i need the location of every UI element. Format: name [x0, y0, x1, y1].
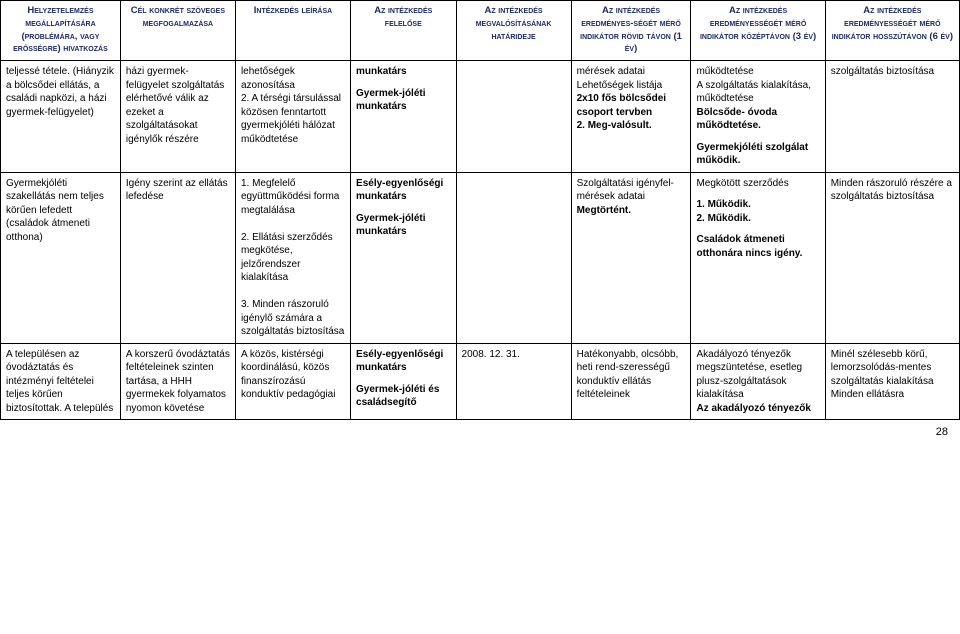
col-header: Az intézkedés eredményes-ségét mérő indi…: [571, 1, 691, 61]
cell: Igény szerint az ellátás lefedése: [120, 172, 235, 343]
cell-line: [356, 204, 450, 212]
cell-line: Szolgáltatási igényfel-mérések adatai: [577, 177, 686, 204]
cell-line: [696, 190, 819, 198]
table-row: teljessé tétele. (Hiányzik a bölcsődei e…: [1, 61, 960, 173]
cell-line: 2. Meg-valósult.: [577, 119, 686, 133]
cell: A korszerű óvodáztatás feltételeinek szi…: [120, 343, 235, 420]
cell: Gyermekjóléti szakellátás nem teljes kör…: [1, 172, 121, 343]
cell: teljessé tétele. (Hiányzik a bölcsődei e…: [1, 61, 121, 173]
cell: A településen az óvodáztatás és intézmén…: [1, 343, 121, 420]
cell: Esély-egyenlőségi munkatárs Gyermek-jólé…: [351, 172, 456, 343]
cell-line: Hatékonyabb, olcsóbb, heti rend-szeressé…: [577, 348, 686, 402]
cell-line: Gyermek-jóléti munkatárs: [356, 212, 450, 239]
col-header: Helyzetelemzés megállapítására (problémá…: [1, 1, 121, 61]
cell-line: Akadályozó tényezők megszüntetése, esetl…: [696, 348, 819, 402]
cell-line: Lehetőségek listája: [577, 79, 686, 93]
cell-line: [356, 375, 450, 383]
cell-line: 2. Működik.: [696, 212, 819, 226]
cell: [456, 172, 571, 343]
cell-line: Gyermek-jóléti munkatárs: [356, 87, 450, 114]
cell-line: A szolgáltatás kialakítása, működtetése: [696, 79, 819, 106]
cell: Akadályozó tényezők megszüntetése, esetl…: [691, 343, 825, 420]
cell-line: 2x10 fős bölcsődei csoport tervben: [577, 92, 686, 119]
header-row: Helyzetelemzés megállapítására (problémá…: [1, 1, 960, 61]
cell-line: Esély-egyenlőségi munkatárs: [356, 177, 450, 204]
cell-line: Gyermekjóléti szolgálat működik.: [696, 141, 819, 168]
cell: 2008. 12. 31.: [456, 343, 571, 420]
cell: 1. Megfelelő együttműködési forma megtal…: [235, 172, 350, 343]
cell-line: [696, 225, 819, 233]
cell: szolgáltatás biztosítása: [825, 61, 959, 173]
cell-line: mérések adatai: [577, 65, 686, 79]
col-header: Az intézkedés eredményességét mérő indik…: [691, 1, 825, 61]
cell: Hatékonyabb, olcsóbb, heti rend-szeressé…: [571, 343, 691, 420]
cell: Szolgáltatási igényfel-mérések adataiMeg…: [571, 172, 691, 343]
cell: A közös, kistérségi koordinálású, közös …: [235, 343, 350, 420]
cell-line: Megtörtént.: [577, 204, 686, 218]
table-row: A településen az óvodáztatás és intézmén…: [1, 343, 960, 420]
cell: mérések adataiLehetőségek listája2x10 fő…: [571, 61, 691, 173]
cell-line: működtetése: [696, 65, 819, 79]
page-number: 28: [0, 420, 960, 444]
cell: [456, 61, 571, 173]
col-header: Az intézkedés felelőse: [351, 1, 456, 61]
cell: Minden rászoruló részére a szolgáltatás …: [825, 172, 959, 343]
cell-line: Esély-egyenlőségi munkatárs: [356, 348, 450, 375]
col-header: Az intézkedés megvalósításának határidej…: [456, 1, 571, 61]
table-body: teljessé tétele. (Hiányzik a bölcsődei e…: [1, 61, 960, 420]
cell: munkatárs Gyermek-jóléti munkatárs: [351, 61, 456, 173]
cell-line: [696, 133, 819, 141]
col-header: Intézkedés leírása: [235, 1, 350, 61]
cell-line: [356, 79, 450, 87]
cell: Minél szélesebb körű, lemorzsolódás-ment…: [825, 343, 959, 420]
col-header: Az intézkedés eredményességét mérő indik…: [825, 1, 959, 61]
col-header: Cél konkrét szöveges megfogalmazása: [120, 1, 235, 61]
cell: működtetéseA szolgáltatás kialakítása, m…: [691, 61, 825, 173]
cell: Megkötött szerződés 1. Működik.2. Működi…: [691, 172, 825, 343]
cell-line: Bölcsőde- óvoda működtetése.: [696, 106, 819, 133]
cell-line: munkatárs: [356, 65, 450, 79]
cell-line: 1. Működik.: [696, 198, 819, 212]
cell: lehetőségek azonosítása 2. A térségi tár…: [235, 61, 350, 173]
table-row: Gyermekjóléti szakellátás nem teljes kör…: [1, 172, 960, 343]
policy-table: Helyzetelemzés megállapítására (problémá…: [0, 0, 960, 420]
cell: Esély-egyenlőségi munkatárs Gyermek-jólé…: [351, 343, 456, 420]
cell: házi gyermek-felügyelet szolgáltatás elé…: [120, 61, 235, 173]
cell-line: Gyermek-jóléti és családsegítő: [356, 383, 450, 410]
cell-line: Az akadályozó tényezők: [696, 402, 819, 416]
cell-line: Megkötött szerződés: [696, 177, 819, 191]
cell-line: Családok átmeneti otthonára nincs igény.: [696, 233, 819, 260]
